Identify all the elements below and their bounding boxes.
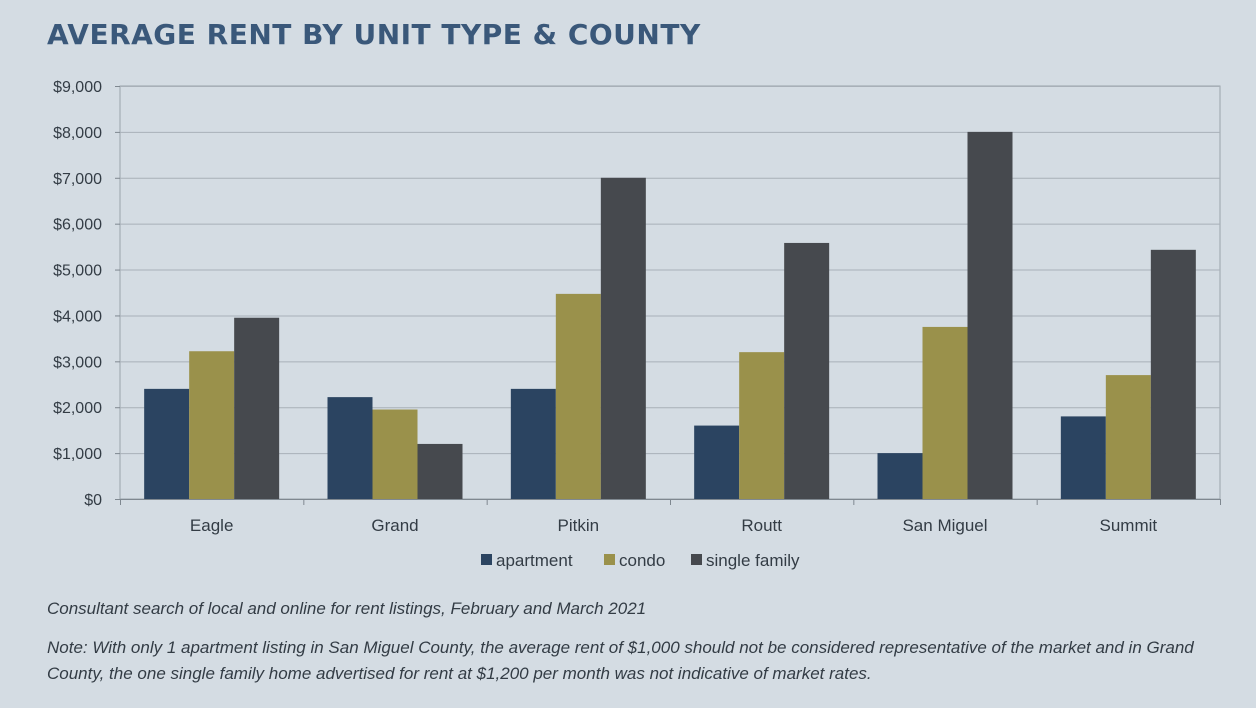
footnote: Note: With only 1 apartment listing in S… <box>47 638 1194 683</box>
legend-label-single-family: single family <box>706 551 800 570</box>
bar-apartment-summit <box>1060 416 1106 499</box>
y-tick-label: $5,000 <box>53 263 102 280</box>
bar-condo-grand <box>372 409 418 499</box>
y-tick-label: $4,000 <box>53 308 102 325</box>
bar-apartment-san-miguel <box>877 453 923 499</box>
x-tick-label: Routt <box>741 516 782 535</box>
legend-swatch-condo <box>604 554 615 565</box>
legend-label-condo: condo <box>619 551 665 570</box>
y-tick-label: $8,000 <box>53 125 102 142</box>
bar-single-family-routt <box>784 242 830 499</box>
bar-single-family-summit <box>1150 249 1196 499</box>
legend-swatch-single-family <box>691 554 702 565</box>
bar-condo-routt <box>739 352 785 499</box>
x-tick-label: San Miguel <box>902 516 987 535</box>
x-tick-label: Eagle <box>190 516 233 535</box>
x-tick-label: Pitkin <box>558 516 600 535</box>
bar-single-family-san-miguel <box>967 131 1013 499</box>
bar-condo-summit <box>1105 375 1151 499</box>
y-tick-label: $7,000 <box>53 171 102 188</box>
y-tick-label: $0 <box>84 492 102 509</box>
bar-condo-san-miguel <box>922 326 968 499</box>
y-tick-label: $3,000 <box>53 354 102 371</box>
bar-single-family-grand <box>417 443 463 499</box>
bar-condo-pitkin <box>555 293 601 499</box>
y-tick-label: $6,000 <box>53 217 102 234</box>
chart-title: AVERAGE RENT BY UNIT TYPE & COUNTY <box>47 18 701 51</box>
y-tick-label: $2,000 <box>53 400 102 417</box>
bar-single-family-eagle <box>234 317 280 499</box>
bar-apartment-grand <box>327 397 373 499</box>
source-note: Consultant search of local and online fo… <box>47 599 647 618</box>
x-tick-label: Summit <box>1100 516 1158 535</box>
bar-single-family-pitkin <box>600 177 646 499</box>
bar-condo-eagle <box>189 351 235 499</box>
bar-apartment-routt <box>694 425 740 499</box>
plot-area <box>119 85 1221 500</box>
legend-label-apartment: apartment <box>496 551 573 570</box>
bar-chart: $0 $1,000 $2,000 $3,000 $4,000 $5,000 $6,000 $7… <box>53 79 1221 570</box>
y-tick-label: $1,000 <box>53 446 102 463</box>
y-tick-label: $9,000 <box>53 79 102 96</box>
bar-apartment-eagle <box>144 388 190 499</box>
legend-swatch-apartment <box>481 554 492 565</box>
x-tick-label: Grand <box>371 516 418 535</box>
bar-apartment-pitkin <box>510 388 556 499</box>
